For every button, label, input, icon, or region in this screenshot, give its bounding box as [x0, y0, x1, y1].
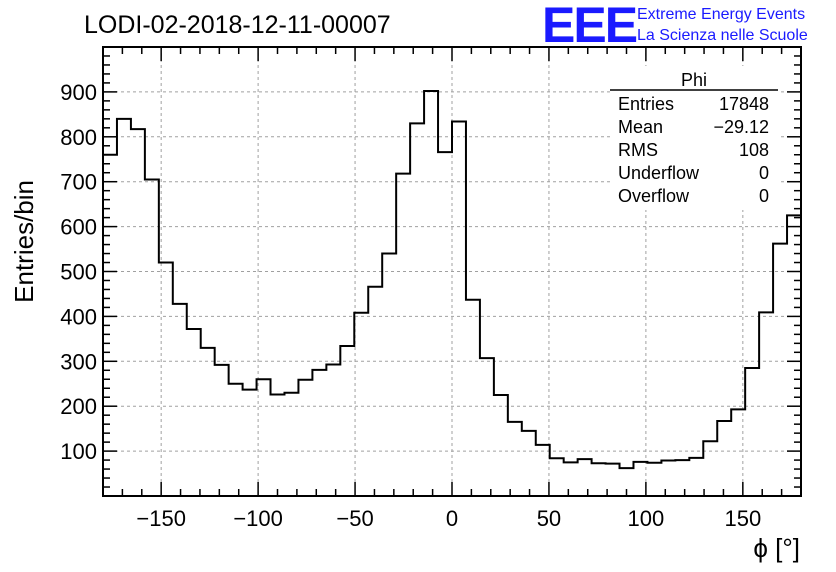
plot-frame: [102, 46, 802, 497]
y-tick-label: 100: [60, 439, 97, 464]
logo-line-1: Extreme Energy Events: [637, 6, 805, 23]
logo-mark: EEE: [542, 0, 637, 53]
stats-value: 0: [759, 186, 769, 206]
y-tick-label: 500: [60, 260, 97, 285]
x-tick-label: 0: [446, 506, 458, 531]
stats-rows: Entries 17848 Mean −29.12 RMS 108 Underflow 0 Ov…: [618, 94, 769, 206]
histogram-step-line: [103, 90, 801, 470]
chart-title: LODI-02-2018-12-11-00007: [84, 11, 391, 39]
y-tick-label: 900: [60, 80, 97, 105]
eee-logo: EEE Extreme Energy Events La Scienza nel…: [542, 0, 808, 53]
stats-label: RMS: [618, 140, 658, 160]
x-axis-title: ϕ [°]: [753, 533, 800, 563]
stats-label: Mean: [618, 117, 663, 137]
stats-label: Overflow: [618, 186, 690, 206]
x-tick-label: −50: [336, 506, 373, 531]
y-tick-label: 400: [60, 304, 97, 329]
x-tick-label: 50: [537, 506, 561, 531]
y-tick-label: 200: [60, 394, 97, 419]
x-tick-label: −150: [136, 506, 186, 531]
y-tick-labels: 100 200 300 400 500 600 700 800 900: [60, 80, 97, 464]
x-tick-label: 100: [628, 506, 665, 531]
stats-value: 0: [759, 163, 769, 183]
y-tick-label: 800: [60, 125, 97, 150]
y-tick-label: 300: [60, 349, 97, 374]
logo-line-2: La Scienza nelle Scuole: [637, 27, 808, 44]
x-tick-label: −100: [233, 506, 283, 531]
stats-label: Underflow: [618, 163, 700, 183]
x-tick-labels: −150 −100 −50 0 50 100 150: [136, 506, 761, 531]
y-tick-label: 600: [60, 215, 97, 240]
stats-label: Entries: [618, 94, 674, 114]
y-axis-title: Entries/bin: [9, 180, 39, 303]
stats-title: Phi: [681, 70, 707, 90]
stats-box: Phi Entries 17848 Mean −29.12 RMS 108 Underflo…: [610, 66, 778, 210]
stats-value: 108: [739, 140, 769, 160]
stats-value: 17848: [719, 94, 769, 114]
y-tick-label: 700: [60, 170, 97, 195]
x-tick-label: 150: [724, 506, 761, 531]
stats-value: −29.12: [713, 117, 769, 137]
axis-ticks: [102, 47, 802, 496]
